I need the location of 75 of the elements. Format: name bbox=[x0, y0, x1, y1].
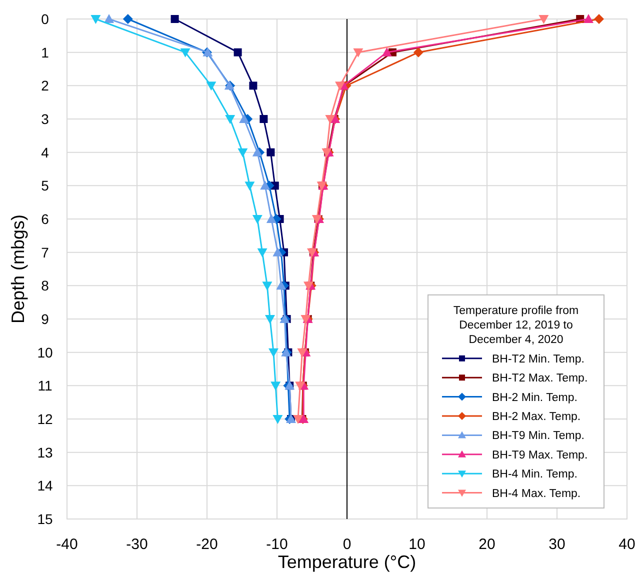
point bbox=[266, 214, 276, 223]
point bbox=[262, 282, 272, 291]
y-tick-label: 3 bbox=[41, 111, 50, 127]
x-tick-label: -30 bbox=[126, 536, 148, 553]
legend-label: BH-2 Max. Temp. bbox=[492, 411, 581, 423]
x-tick-label: 40 bbox=[618, 536, 636, 553]
x-tick-label: 10 bbox=[408, 536, 426, 553]
x-tick-label: 0 bbox=[342, 536, 352, 553]
y-tick-label: 9 bbox=[41, 311, 50, 327]
y-tick-label: 8 bbox=[41, 278, 50, 294]
point bbox=[257, 248, 268, 258]
point bbox=[353, 48, 364, 58]
y-tick-label: 5 bbox=[41, 178, 50, 194]
point bbox=[594, 14, 604, 24]
point bbox=[90, 15, 101, 24]
x-tick-label: 20 bbox=[478, 536, 496, 553]
point bbox=[325, 115, 336, 124]
point bbox=[268, 348, 278, 358]
y-tick-label: 4 bbox=[41, 144, 50, 160]
y-tick-label: 14 bbox=[37, 478, 53, 494]
y-tick-label: 11 bbox=[38, 378, 52, 394]
y-tick-label: 0 bbox=[41, 11, 50, 27]
y-tick-label: 7 bbox=[41, 244, 50, 260]
legend-label: BH-T9 Min. Temp. bbox=[492, 430, 584, 442]
point bbox=[266, 148, 275, 156]
y-tick-label: 2 bbox=[41, 78, 50, 94]
point bbox=[238, 148, 248, 158]
legend-label: BH-T2 Min. Temp. bbox=[492, 353, 584, 366]
point bbox=[260, 180, 270, 190]
point bbox=[584, 14, 594, 23]
x-tick-label: -40 bbox=[56, 536, 78, 553]
point bbox=[260, 115, 268, 123]
point bbox=[252, 147, 262, 156]
point bbox=[104, 14, 114, 23]
legend-label: BH-2 Min. Temp. bbox=[492, 392, 578, 404]
point bbox=[249, 82, 258, 90]
point bbox=[225, 115, 236, 124]
point bbox=[335, 82, 345, 91]
point bbox=[276, 280, 286, 290]
point bbox=[206, 82, 216, 91]
point bbox=[270, 382, 281, 391]
x-tick-label: 30 bbox=[548, 536, 566, 553]
point bbox=[413, 47, 424, 58]
legend-label: BH-T2 Max. Temp. bbox=[492, 372, 588, 385]
legend-label: BH-4 Min. Temp. bbox=[492, 468, 578, 481]
point bbox=[239, 114, 250, 123]
point bbox=[252, 215, 262, 224]
point bbox=[265, 315, 275, 324]
x-tick-label: -10 bbox=[266, 536, 288, 553]
y-tick-label: 1 bbox=[41, 44, 50, 60]
y-tick-label: 15 bbox=[37, 511, 53, 527]
point bbox=[122, 14, 133, 24]
point bbox=[382, 47, 392, 56]
x-axis-title: Temperature (°C) bbox=[278, 552, 416, 572]
point bbox=[538, 15, 549, 24]
point bbox=[170, 15, 179, 23]
point bbox=[272, 415, 283, 424]
legend-title: Temperature profile from December 12, 2019 to December 4, 2020 bbox=[453, 304, 579, 346]
legend-label: BH-4 Max. Temp. bbox=[492, 488, 581, 500]
y-tick-label: 13 bbox=[37, 444, 53, 460]
point bbox=[272, 247, 283, 256]
x-tick-label: -20 bbox=[196, 536, 218, 553]
y-tick-label: 6 bbox=[41, 211, 50, 227]
y-axis-title: Depth (mbgs) bbox=[8, 214, 28, 324]
point bbox=[304, 282, 314, 291]
point bbox=[297, 348, 308, 358]
y-tick-label: 12 bbox=[37, 411, 53, 427]
point bbox=[244, 182, 255, 191]
point bbox=[293, 415, 303, 424]
point bbox=[234, 48, 242, 56]
y-tick-label: 10 bbox=[37, 344, 53, 360]
legend-label: BH-T9 Max. Temp. bbox=[492, 449, 588, 462]
point bbox=[180, 48, 190, 58]
point bbox=[312, 215, 322, 224]
point bbox=[295, 382, 306, 391]
